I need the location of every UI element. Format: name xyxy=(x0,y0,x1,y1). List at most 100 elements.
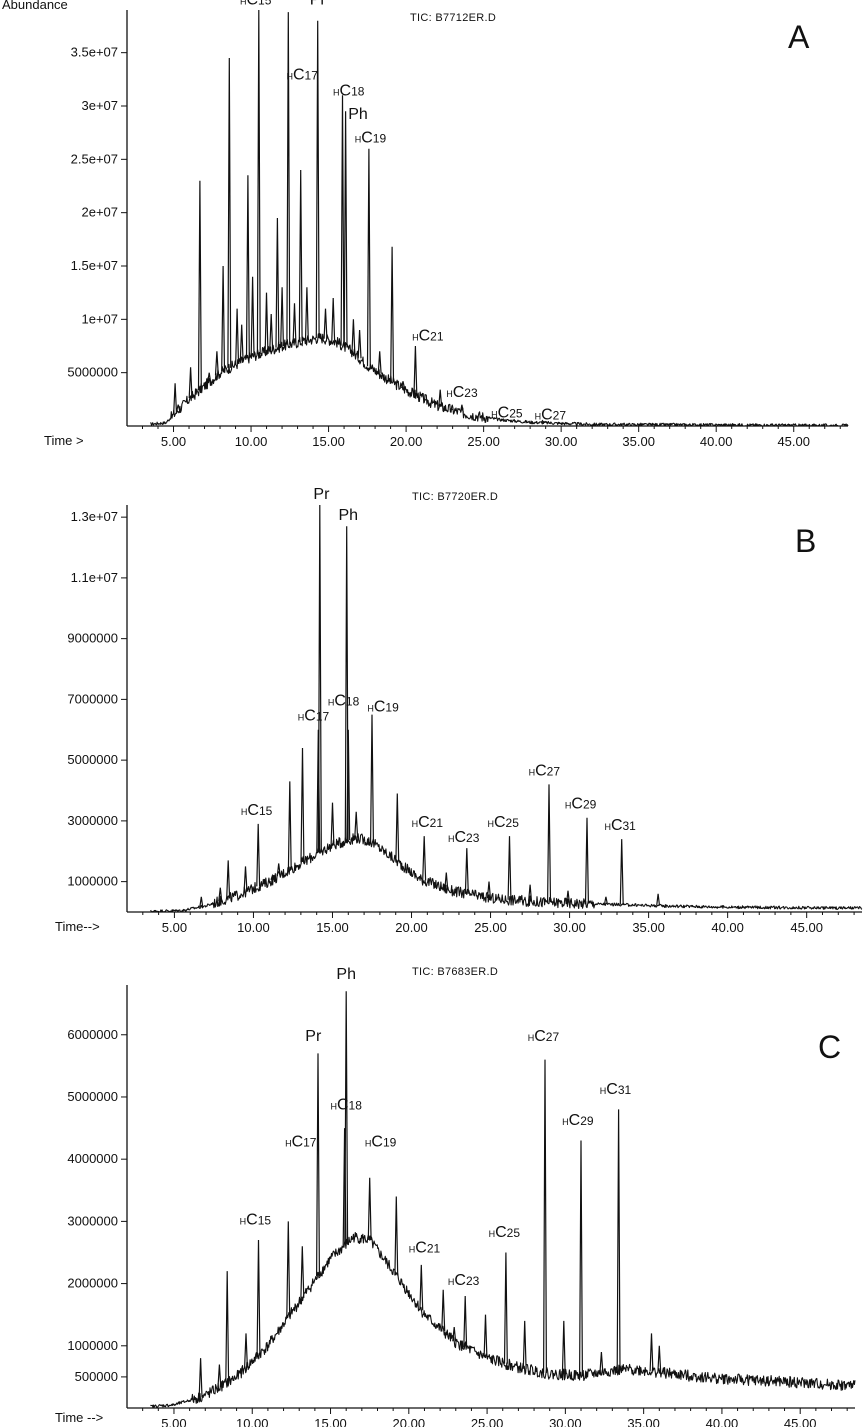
chromatogram-peak xyxy=(444,872,449,889)
peak-annotation: HC27 xyxy=(535,407,567,424)
chromatogram-peak xyxy=(264,292,269,352)
x-axis-label: Time > xyxy=(44,433,84,448)
y-tick-label: 5000000 xyxy=(67,365,118,380)
plot-axes xyxy=(126,505,862,913)
chromatogram-peak xyxy=(250,276,255,357)
chromatogram-peak xyxy=(483,1314,488,1358)
x-tick-label: 25.00 xyxy=(467,434,500,449)
plot-axes xyxy=(126,10,848,427)
peak-labels: HC15 Pr Ph HC17 HC18 HC19 HC21 HC23 HC25 HC27 HC29… xyxy=(240,966,632,1289)
x-axis-label: Time --> xyxy=(55,1410,103,1425)
chromatogram-peak xyxy=(300,747,305,863)
x-tick-label: 10.00 xyxy=(236,1416,269,1427)
chromatogram-peak xyxy=(225,1271,230,1383)
y-tick-label: 6000000 xyxy=(67,1027,118,1042)
chromatogram-peak xyxy=(503,1252,508,1364)
peak-annotation: HC23 xyxy=(448,829,480,846)
peak-annotation: HC23 xyxy=(446,384,478,401)
panel-b: B TIC: B7720ER.D Time--> 1000000 3000000 5… xyxy=(55,486,863,935)
peak-annotation: HC15 xyxy=(240,1211,272,1228)
chromatogram-peak xyxy=(377,351,382,374)
chromatogram-peak xyxy=(330,802,335,846)
y-tick-label: 3000000 xyxy=(67,1213,118,1228)
peak-annotation: HC18 xyxy=(330,1096,362,1113)
y-tick-label: 1.3e+07 xyxy=(71,509,118,524)
y-axis-ticks: 500000 1000000 2000000 3000000 4000000 500000… xyxy=(67,1027,127,1384)
chromatogram-peak xyxy=(235,308,240,364)
chromatogram-peak xyxy=(441,1289,446,1332)
chromatogram-peak xyxy=(599,1351,604,1373)
peak-annotation: HC17 xyxy=(286,66,318,83)
chromatogram-peak xyxy=(351,319,356,353)
x-tick-label: 45.00 xyxy=(790,920,823,935)
x-tick-label: 5.00 xyxy=(161,1416,186,1427)
peak-annotation: HC15 xyxy=(240,0,272,9)
x-tick-label: 25.00 xyxy=(474,920,507,935)
chromatogram-peak xyxy=(343,111,348,348)
y-tick-label: 2e+07 xyxy=(81,205,118,220)
chromatogram-peak xyxy=(256,823,261,887)
panel-letter: A xyxy=(788,19,810,55)
chromatogram-peak xyxy=(221,265,226,372)
chromatogram-trace xyxy=(150,9,849,427)
chromatogram-peak xyxy=(424,398,428,401)
chromatogram-peak xyxy=(346,729,351,841)
y-tick-label: 1.5e+07 xyxy=(71,258,118,273)
chromatogram-peak xyxy=(394,1196,399,1276)
chromatogram-peak xyxy=(656,893,661,906)
chromatogram-peak xyxy=(584,817,589,904)
chromatogram-peak xyxy=(459,404,464,413)
chromatogram-peak xyxy=(173,383,178,414)
chromatogram-peak xyxy=(486,881,491,899)
x-tick-label: 20.00 xyxy=(390,434,423,449)
chromatogram-peak xyxy=(323,308,328,339)
x-tick-label: 30.00 xyxy=(545,434,578,449)
chromatogram-peak xyxy=(214,351,219,376)
y-tick-label: 3e+07 xyxy=(81,98,118,113)
chromatogram-peak xyxy=(227,57,232,368)
chromatogram-trace xyxy=(150,504,863,913)
chromatogram-peak xyxy=(298,169,303,342)
chromatogram-peak xyxy=(616,1109,621,1371)
chromatogram-peak xyxy=(547,784,552,903)
chromatogram-peak xyxy=(218,887,223,902)
x-axis-ticks: 5.00 10.00 15.00 20.00 25.00 30.00 35.00 40.00 4… xyxy=(142,426,841,449)
peak-labels: HC15 Pr HC17 HC18 Ph HC19 HC21 HC23 HC25 HC27 xyxy=(240,0,566,424)
chromatogram-peak xyxy=(198,1358,203,1398)
chromatogram-peak xyxy=(199,896,204,907)
y-tick-label: 1000000 xyxy=(67,1338,118,1353)
x-tick-label: 45.00 xyxy=(784,1416,817,1427)
baseline-trace xyxy=(150,833,863,913)
peak-annotation: HC23 xyxy=(448,1272,480,1289)
chromatogram-peak xyxy=(522,1320,527,1369)
chromatogram-peak xyxy=(366,148,371,367)
peak-annotation: HC21 xyxy=(412,814,444,831)
y-axis-ticks: 1000000 3000000 5000000 7000000 9000000 1.1e+… xyxy=(67,509,127,889)
x-tick-label: 45.00 xyxy=(777,434,810,449)
chromatogram-peak xyxy=(507,836,512,900)
chromatogram-peak xyxy=(243,866,248,892)
chromatogram-peak xyxy=(239,324,244,362)
chromatogram-peak xyxy=(413,345,418,395)
peak-annotation: HC21 xyxy=(412,328,444,345)
x-tick-label: 20.00 xyxy=(393,1416,426,1427)
chromatogram-peak xyxy=(316,1053,320,1277)
chromatogram-peak xyxy=(561,1320,566,1375)
chromatogram-peak xyxy=(315,20,320,339)
x-tick-label: 15.00 xyxy=(316,920,349,935)
chromatogram-peak xyxy=(280,287,284,347)
chromatogram-peak xyxy=(331,297,336,341)
chromatogram-peak xyxy=(464,848,469,894)
y-axis-ticks: 5000000 1e+07 1.5e+07 2e+07 2.5e+07 3e+07 3.5e… xyxy=(67,45,127,380)
chromatogram-peak xyxy=(540,419,545,424)
chromatogram-peak xyxy=(197,180,202,391)
chromatogram-peak xyxy=(207,372,212,383)
y-axis-label: Abundance xyxy=(2,0,68,12)
chromatogram-peak xyxy=(317,504,322,853)
panel-letter: B xyxy=(795,523,816,559)
peak-annotation: HC18 xyxy=(333,82,365,99)
x-tick-label: 35.00 xyxy=(627,1416,660,1427)
x-tick-label: 35.00 xyxy=(622,434,655,449)
peak-annotation: HC25 xyxy=(489,1224,521,1241)
chromatogram-peak xyxy=(300,1246,305,1298)
